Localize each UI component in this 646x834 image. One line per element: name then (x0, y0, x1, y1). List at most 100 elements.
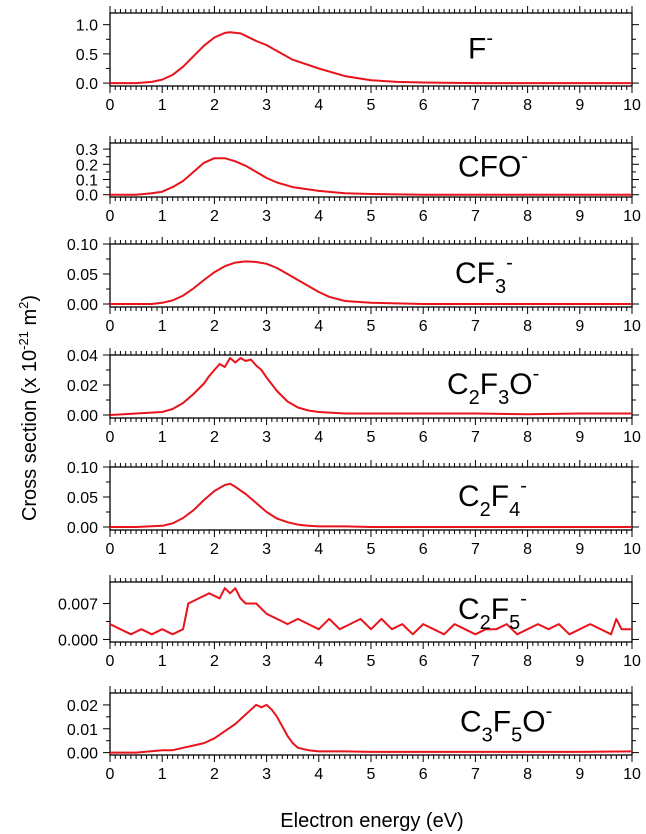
x-tick-label: 7 (471, 653, 480, 670)
x-tick-label: 7 (471, 97, 480, 114)
y-tick-label: 0.3 (76, 142, 98, 159)
y-tick-label: 0.000 (58, 632, 98, 649)
x-tick-label: 5 (367, 208, 376, 225)
ion-label: C3F5O- (460, 700, 552, 746)
x-tick-label: 3 (262, 318, 271, 335)
ion-label-part: - (546, 700, 553, 722)
plot-frame (109, 12, 633, 87)
series-line-6 (109, 587, 632, 636)
x-tick-label: 0 (106, 653, 115, 670)
x-tick-label: 3 (262, 97, 271, 114)
x-tick-label: 5 (367, 318, 376, 335)
plot-frame (109, 142, 633, 198)
x-tick-label: 10 (623, 429, 641, 446)
ion-label-part: CF (455, 257, 495, 290)
y-tick-label: 0.02 (67, 378, 98, 395)
ion-label-part: - (520, 475, 527, 497)
x-tick-label: 10 (623, 653, 641, 670)
ion-label-part: - (520, 588, 527, 610)
ion-label-part: CFO (458, 150, 521, 183)
x-tick-label: 6 (419, 429, 428, 446)
ion-label-part: F (480, 368, 498, 401)
x-tick-label: 3 (262, 653, 271, 670)
y-tick-label: 0.10 (67, 237, 98, 254)
panel-2: 0 1 2 3 4 5 6 7 8 9 10 0.30.20.10.0 CFO- (76, 136, 641, 225)
y-tick-label: 0.2 (76, 157, 98, 174)
ion-label: CFO- (458, 145, 528, 183)
y-tick-label: 0.02 (67, 698, 98, 715)
plot-frame (109, 243, 633, 308)
x-axis-label: Electron energy (eV) (280, 810, 463, 832)
ion-label-part: C (460, 705, 482, 738)
y-tick-label: 1.0 (76, 18, 98, 35)
x-tick-label: 9 (575, 97, 584, 114)
ion-label-part: O (522, 705, 545, 738)
series-line-1 (110, 31, 632, 85)
panel-1: 0 1 2 3 4 5 6 7 8 9 10 1.0 0.5 0.0 F- (76, 6, 641, 114)
plot-frame (109, 354, 633, 419)
x-tick-label: 3 (262, 541, 271, 558)
x-tick-label: 5 (367, 97, 376, 114)
x-tick-label: 7 (471, 429, 480, 446)
ion-label-part: 3 (482, 724, 493, 746)
x-tick-label: 0 (106, 318, 115, 335)
plot-frame (109, 466, 633, 531)
x-tick-label: 7 (471, 541, 480, 558)
plot-frame (109, 581, 633, 643)
x-tick-label: 9 (575, 208, 584, 225)
x-tick-label: 1 (158, 97, 167, 114)
ion-label: C2F3O- (447, 363, 539, 409)
ion-label-part: F (493, 705, 511, 738)
y-tick-label: 0.05 (67, 490, 98, 507)
ion-label-part: O (509, 368, 532, 401)
x-tick-label: 10 (623, 541, 641, 558)
ion-label-part: - (486, 27, 493, 49)
ion-label-part: F (468, 32, 486, 65)
y-tick-label: 0.04 (67, 348, 98, 365)
x-tick-label: 6 (419, 766, 428, 783)
y-axis-label-unit-exponent: 2 (16, 302, 31, 309)
x-tick-label: 8 (523, 653, 532, 670)
y-tick-label: 0.05 (67, 267, 98, 284)
x-tick-label: 2 (210, 541, 219, 558)
ion-label-part: 5 (511, 724, 522, 746)
x-tick-label: 4 (314, 97, 323, 114)
x-tick-label: 8 (523, 318, 532, 335)
x-tick-label: 6 (419, 541, 428, 558)
x-tick-label: 9 (575, 541, 584, 558)
ion-label-part: C (447, 368, 469, 401)
x-tick-label: 6 (419, 97, 428, 114)
x-tick-label: 2 (210, 653, 219, 670)
x-tick-label: 1 (158, 766, 167, 783)
x-tick-label: 0 (106, 97, 115, 114)
y-axis-label-text: Cross section (x 10 (19, 350, 41, 521)
x-tick-label: 6 (419, 208, 428, 225)
x-tick-label: 10 (623, 766, 641, 783)
x-tick-label: 8 (523, 766, 532, 783)
x-tick-label: 0 (106, 541, 115, 558)
ion-label: C2F4- (458, 475, 527, 521)
y-axis-label-unit: m (19, 309, 41, 331)
x-tick-label: 9 (575, 653, 584, 670)
ion-label-part: 2 (480, 499, 491, 521)
ion-label-part: C (458, 480, 480, 513)
x-tick-label: 5 (367, 766, 376, 783)
ion-label-part: 3 (498, 387, 509, 409)
x-tick-label: 5 (367, 541, 376, 558)
ion-label-part: - (506, 252, 513, 274)
x-tick-label: 2 (210, 318, 219, 335)
x-tick-label: 8 (523, 429, 532, 446)
x-tick-label: 3 (262, 208, 271, 225)
x-tick-label: 3 (262, 766, 271, 783)
y-axis-label-exponent: -21 (16, 331, 31, 350)
x-tick-label: 1 (158, 318, 167, 335)
x-tick-label: 2 (210, 208, 219, 225)
y-axis-label: Cross section (x 10-21 m2) (16, 295, 41, 521)
x-tick-label: 10 (623, 208, 641, 225)
x-tick-label: 1 (158, 541, 167, 558)
x-tick-label: 3 (262, 429, 271, 446)
